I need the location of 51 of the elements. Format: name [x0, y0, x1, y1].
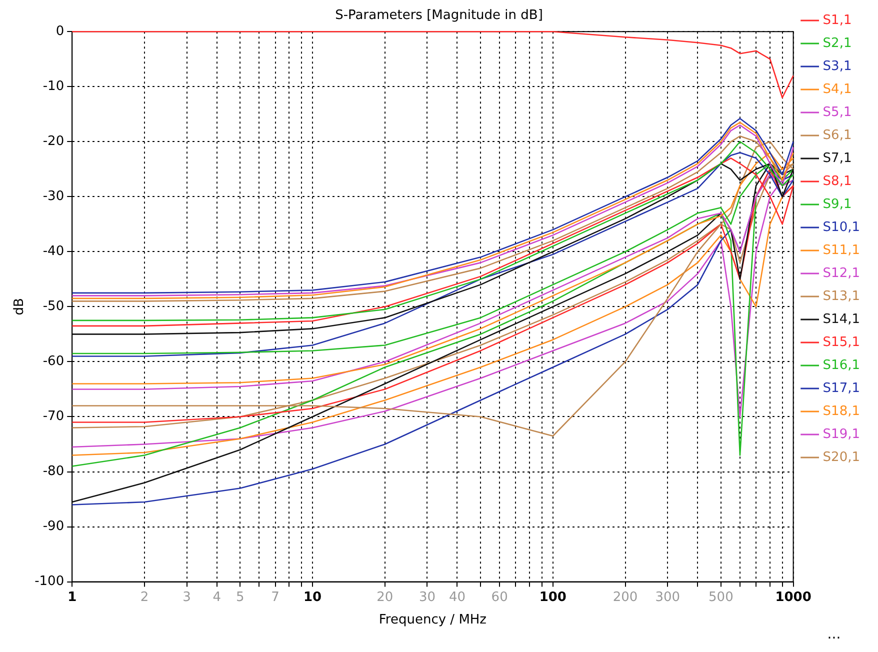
x-tick-label: 1000 — [775, 590, 812, 605]
legend-label: S14,1 — [822, 312, 860, 327]
y-tick-label: -100 — [34, 574, 64, 590]
x-tick-label: 20 — [376, 590, 394, 605]
x-axis-title: Frequency / MHz — [378, 612, 487, 628]
x-tick-label: 60 — [491, 590, 508, 605]
x-tick-label: 500 — [708, 590, 734, 605]
x-tick-label: 30 — [418, 590, 436, 605]
x-tick-label: 3 — [182, 590, 191, 605]
legend-label: S9,1 — [822, 196, 852, 212]
x-tick-label: 2 — [140, 590, 149, 605]
y-tick-label: -40 — [42, 244, 64, 260]
legend-label: S8,1 — [822, 174, 852, 189]
y-tick-label: -20 — [42, 134, 64, 150]
y-axis-title: dB — [12, 298, 28, 316]
legend-label: S5,1 — [822, 104, 852, 120]
legend-label: S1,1 — [822, 12, 852, 28]
legend-label: S19,1 — [822, 426, 860, 442]
chart-title: S-Parameters [Magnitude in dB] — [335, 8, 543, 24]
y-tick-label: -50 — [42, 299, 64, 314]
x-tick-label: 200 — [612, 590, 638, 605]
legend-label: S15,1 — [822, 334, 860, 350]
legend-label: S11,1 — [822, 242, 860, 258]
legend-label: S16,1 — [822, 358, 860, 373]
y-tick-label: -30 — [42, 189, 64, 204]
y-tick-label: -90 — [42, 519, 64, 534]
x-tick-label: 100 — [539, 590, 566, 605]
x-tick-label: 5 — [236, 590, 244, 605]
text: ... — [827, 626, 841, 643]
x-tick-label: 1 — [68, 590, 77, 605]
legend-label: S20,1 — [822, 450, 860, 465]
legend-label: S17,1 — [822, 380, 860, 396]
x-tick-label: 300 — [655, 590, 680, 605]
y-tick-label: -70 — [42, 409, 64, 424]
legend-label: S3,1 — [822, 58, 852, 74]
y-tick-label: -10 — [42, 78, 64, 94]
y-tick-label: -80 — [42, 464, 64, 480]
x-tick-label: 7 — [271, 590, 280, 605]
legend-label: S4,1 — [822, 82, 852, 97]
legend-label: S7,1 — [822, 150, 852, 166]
legend-label: S6,1 — [822, 128, 852, 143]
x-tick-label: 10 — [303, 590, 322, 605]
legend-label: S12,1 — [822, 266, 860, 281]
legend-label: S10,1 — [822, 220, 860, 235]
legend-label: S2,1 — [822, 36, 852, 51]
legend-label: S18,1 — [822, 404, 860, 419]
legend-label: S13,1 — [822, 288, 860, 304]
x-tick-label: 4 — [212, 590, 221, 605]
y-tick-label: -60 — [42, 354, 64, 370]
y-tick-label: 0 — [56, 24, 64, 39]
x-tick-label: 40 — [448, 590, 466, 605]
